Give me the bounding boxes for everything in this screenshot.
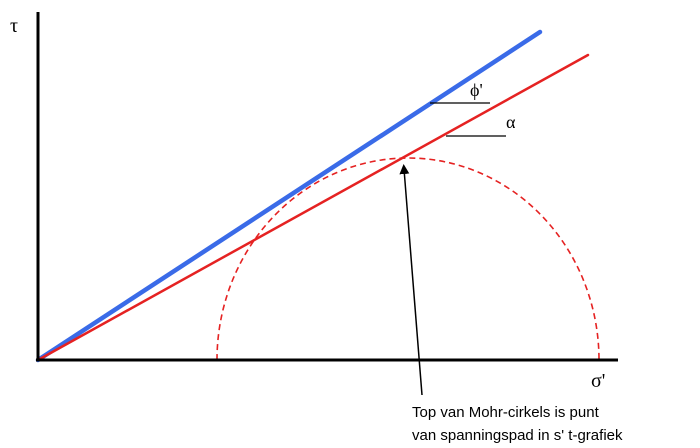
annotation-line-1: Top van Mohr-cirkels is punt (412, 404, 600, 421)
x-axis-label: σ' (591, 370, 605, 392)
alpha-label: α (506, 112, 516, 132)
phi-label: ϕ' (470, 80, 483, 100)
annotation-line-2: van spanningspad in s' t-grafiek (412, 427, 623, 444)
y-axis-label: τ (10, 15, 18, 37)
annotation-arrow (399, 164, 423, 396)
alpha-line (36, 53, 590, 362)
mohr-circle (216, 157, 600, 361)
phi-envelope-line (35, 29, 543, 363)
